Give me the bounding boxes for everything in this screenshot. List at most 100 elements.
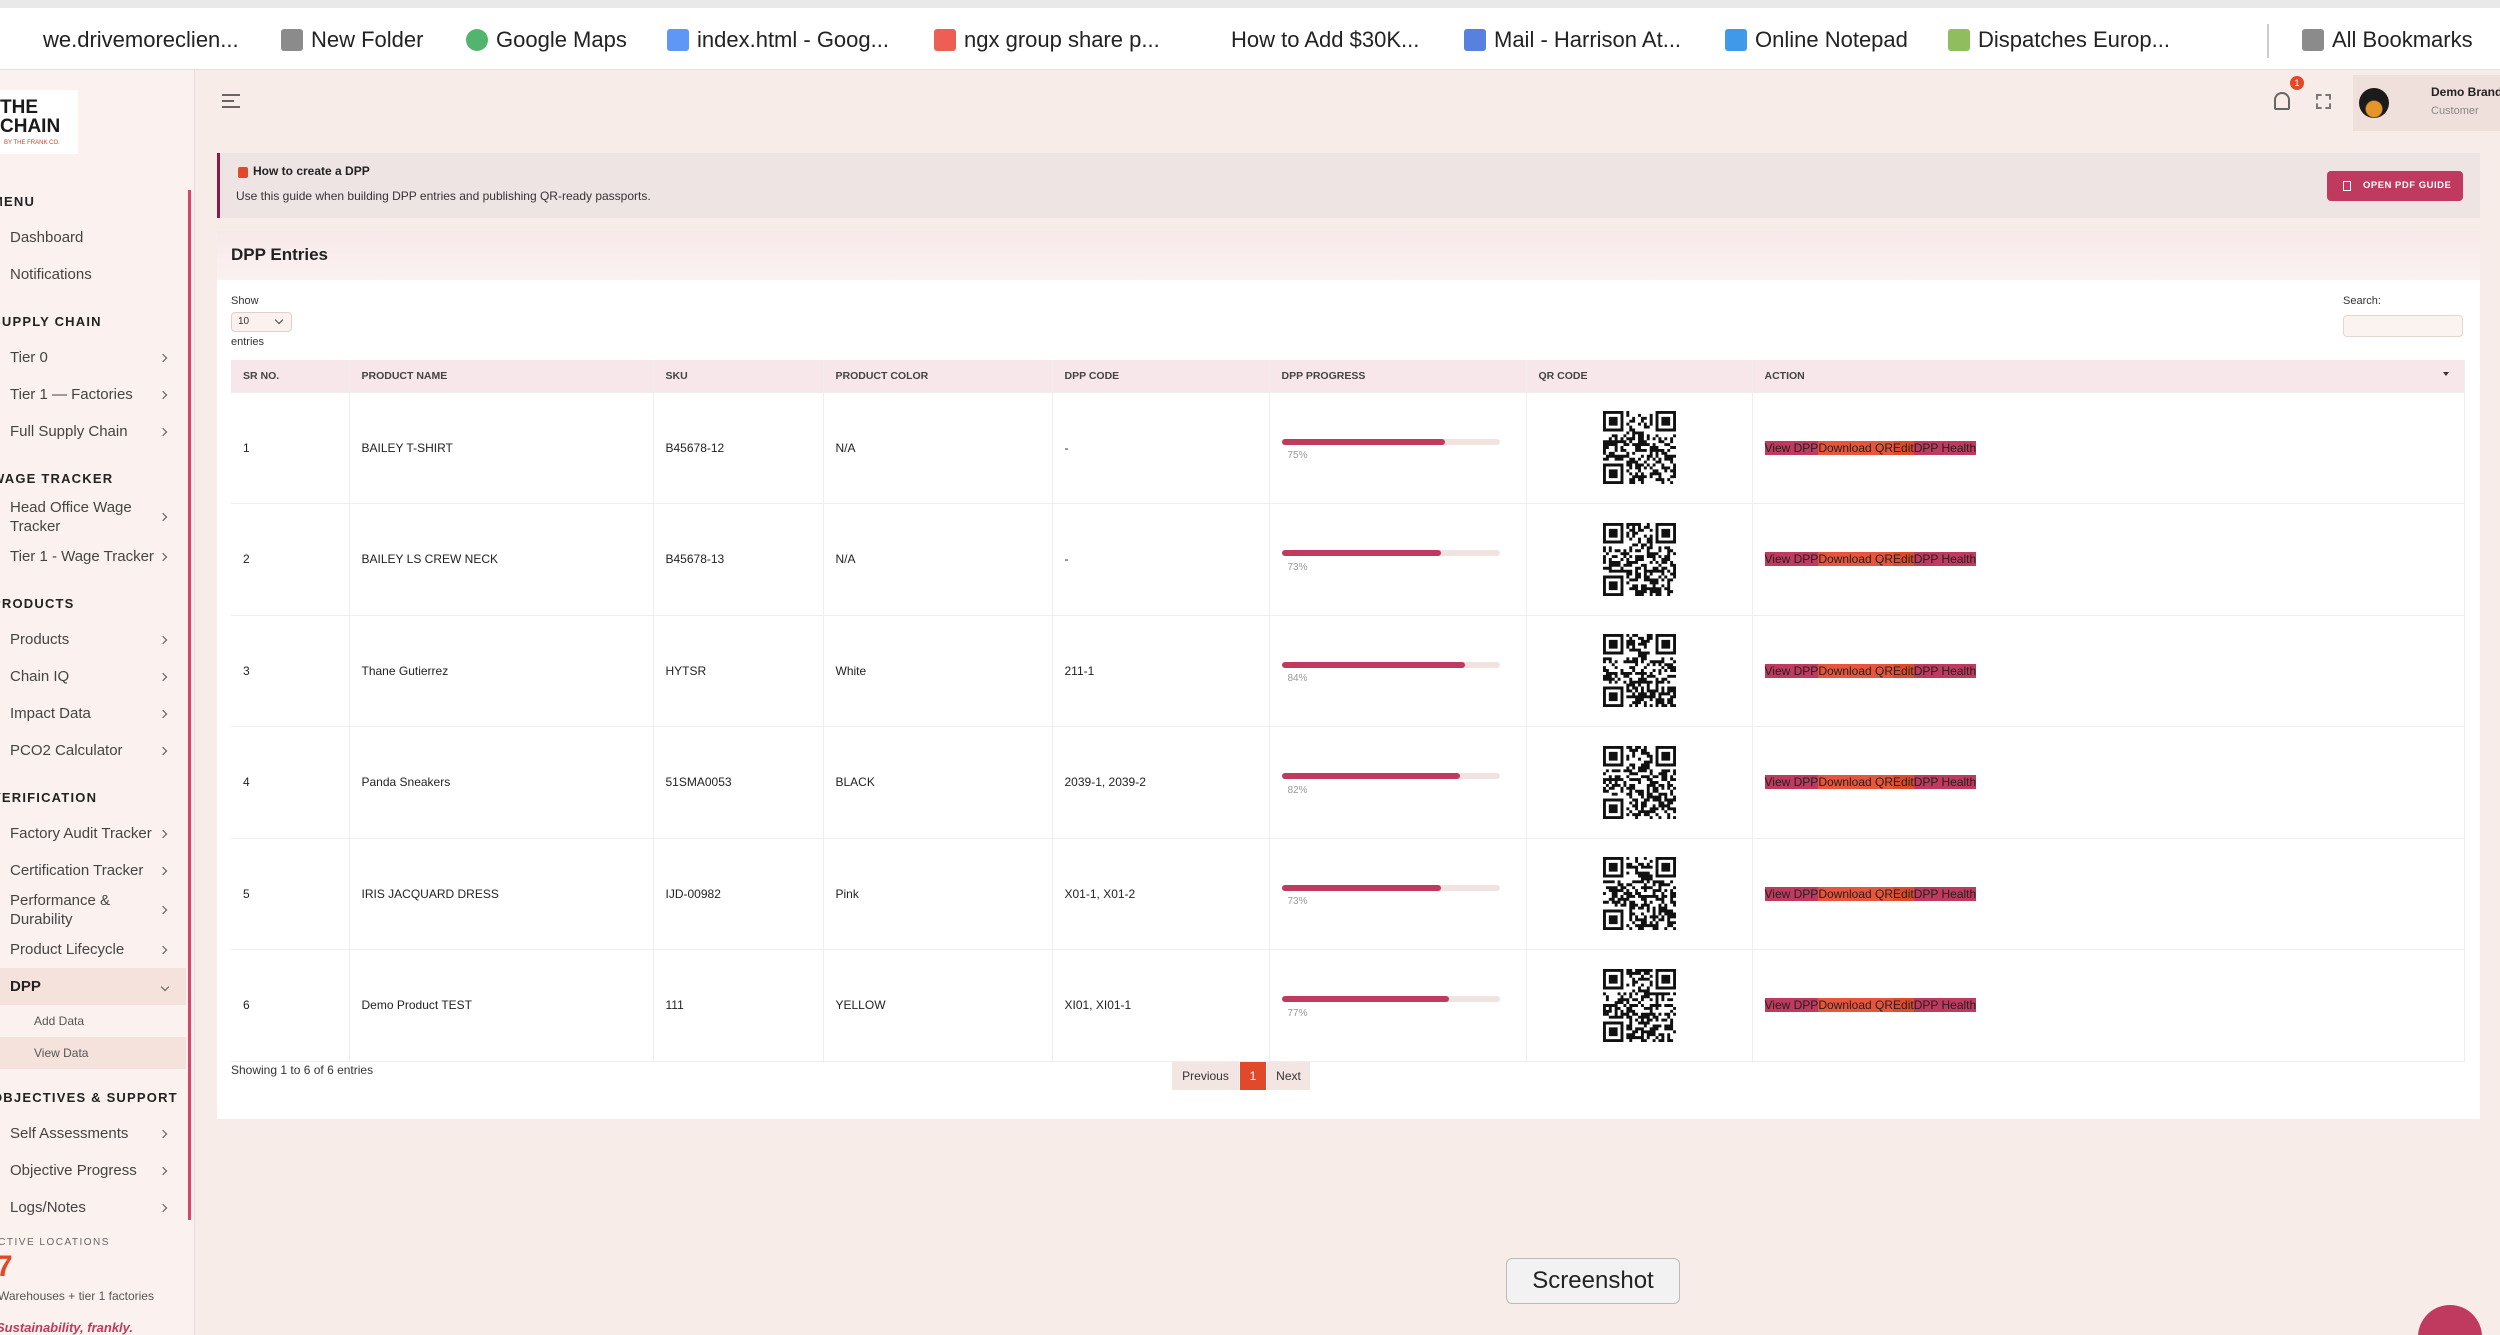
action-button[interactable]: Edit bbox=[1893, 440, 1914, 455]
column-header[interactable]: DPP PROGRESS bbox=[1269, 360, 1527, 393]
bookmark[interactable]: ngx group share p... bbox=[964, 27, 1160, 52]
nav-item[interactable]: Logs/Notes bbox=[0, 1189, 186, 1226]
action-button[interactable]: View DPP bbox=[1764, 886, 1819, 901]
nav-label: Products bbox=[10, 631, 70, 648]
column-header[interactable]: PRODUCT COLOR bbox=[823, 360, 1053, 393]
slogan: Sustainability, frankly. bbox=[0, 1320, 134, 1335]
column-header[interactable]: QR CODE bbox=[1526, 360, 1753, 393]
prev-button[interactable]: Previous bbox=[1172, 1062, 1239, 1090]
bookmark[interactable]: Dispatches Europ... bbox=[1978, 27, 2170, 52]
action-button[interactable]: Download QR bbox=[1818, 886, 1894, 901]
nav-item[interactable]: Chain IQ bbox=[0, 658, 186, 695]
bookmark-icon bbox=[466, 29, 488, 51]
chevron bbox=[158, 1166, 168, 1175]
action-button[interactable]: View DPP bbox=[1764, 552, 1819, 567]
action-button[interactable]: Download QR bbox=[1818, 663, 1894, 678]
section-title: SUPPLY CHAIN bbox=[0, 314, 102, 329]
nav-item[interactable]: Self Assessments bbox=[0, 1115, 186, 1152]
action-button[interactable]: View DPP bbox=[1764, 775, 1819, 790]
action-button[interactable]: Edit bbox=[1893, 775, 1914, 790]
nav-item[interactable]: DPP bbox=[0, 968, 186, 1005]
nav-item[interactable]: Objective Progress bbox=[0, 1152, 186, 1189]
nav-subitem[interactable]: Add Data bbox=[34, 1014, 85, 1028]
action-button[interactable]: Download QR bbox=[1818, 998, 1894, 1013]
nav-item[interactable]: Certification Tracker bbox=[0, 852, 186, 889]
cell-qr bbox=[1526, 726, 1753, 839]
progress-bar bbox=[1281, 996, 1450, 1003]
action-button[interactable]: Edit bbox=[1893, 998, 1914, 1013]
cell-color: White bbox=[823, 615, 1053, 727]
user-box[interactable]: Demo Brand Customer bbox=[2353, 75, 2500, 131]
nav-item[interactable]: Tier 1 - Wage Tracker bbox=[0, 538, 186, 575]
action-button[interactable]: DPP Health bbox=[1913, 552, 1977, 567]
bookmark[interactable]: Mail - Harrison At... bbox=[1494, 27, 1682, 52]
chevron bbox=[158, 829, 168, 838]
cell-sr: 3 bbox=[231, 615, 350, 727]
menu-toggle[interactable] bbox=[222, 94, 240, 108]
action-button[interactable]: Download QR bbox=[1818, 775, 1894, 790]
progress-label: 73% bbox=[1287, 561, 1308, 573]
nav-item[interactable]: Full Supply Chain bbox=[0, 413, 186, 450]
nav-label: Objective Progress bbox=[10, 1162, 137, 1179]
nav-item[interactable]: Tier 0 bbox=[0, 339, 186, 376]
page-length-select[interactable]: 10 bbox=[231, 312, 292, 332]
action-button[interactable]: Download QR bbox=[1818, 552, 1894, 567]
fullscreen-icon[interactable] bbox=[2316, 94, 2331, 109]
nav-item[interactable]: Tier 1 — Factories bbox=[0, 376, 186, 413]
action-button[interactable]: View DPP bbox=[1764, 663, 1819, 678]
nav-label: Factory Audit Tracker bbox=[10, 825, 152, 842]
bookmark[interactable]: we.drivemoreclien... bbox=[43, 27, 239, 52]
logo-title: THE CHAIN bbox=[0, 97, 61, 137]
action-button[interactable]: View DPP bbox=[1764, 998, 1819, 1013]
nav-item[interactable]: Product Lifecycle bbox=[0, 931, 186, 968]
bookmark[interactable]: Google Maps bbox=[496, 27, 627, 52]
nav-item[interactable]: Notifications bbox=[0, 256, 186, 293]
cell-code: X01-1, X01-2 bbox=[1052, 838, 1270, 950]
search-input[interactable] bbox=[2343, 315, 2463, 337]
action-button[interactable]: Edit bbox=[1893, 552, 1914, 567]
column-header[interactable]: PRODUCT NAME bbox=[349, 360, 654, 393]
action-button[interactable]: DPP Health bbox=[1913, 775, 1977, 790]
bookmark[interactable]: Online Notepad bbox=[1755, 27, 1908, 52]
bookmark[interactable]: How to Add $30K... bbox=[1231, 27, 1420, 52]
bell-icon[interactable] bbox=[2274, 92, 2290, 110]
column-header[interactable]: ACTION bbox=[1752, 360, 2465, 393]
nav-label: Dashboard bbox=[10, 229, 84, 246]
nav-item[interactable]: Head Office Wage Tracker bbox=[0, 496, 186, 538]
action-button[interactable]: Edit bbox=[1893, 886, 1914, 901]
page-button[interactable]: 1 bbox=[1240, 1062, 1266, 1090]
column-header[interactable]: SR NO. bbox=[231, 360, 350, 393]
action-button[interactable]: DPP Health bbox=[1913, 663, 1977, 678]
table-row: 2 BAILEY LS CREW NECK B45678-13 N/A - 73% View… bbox=[231, 503, 2465, 616]
column-header[interactable]: DPP CODE bbox=[1052, 360, 1270, 393]
next-button[interactable]: Next bbox=[1267, 1062, 1310, 1090]
action-button[interactable]: DPP Health bbox=[1913, 886, 1977, 901]
qr-pattern bbox=[1602, 522, 1676, 596]
progress-label: 77% bbox=[1287, 1007, 1308, 1019]
nav-label: DPP bbox=[10, 978, 41, 995]
action-button[interactable]: Download QR bbox=[1818, 440, 1894, 455]
card-title: DPP Entries bbox=[231, 245, 329, 264]
chat-button[interactable] bbox=[2418, 1305, 2482, 1335]
nav-subitem[interactable]: View Data bbox=[0, 1037, 186, 1069]
action-button[interactable]: DPP Health bbox=[1913, 998, 1977, 1013]
logo-tagline: BY THE FRANK CO. bbox=[4, 140, 60, 146]
nav-item[interactable]: Products bbox=[0, 621, 186, 658]
chevron bbox=[158, 635, 168, 644]
nav-label: Impact Data bbox=[10, 705, 91, 722]
nav-item[interactable]: PCO2 Calculator bbox=[0, 732, 186, 769]
bookmark[interactable]: New Folder bbox=[311, 27, 424, 52]
action-button[interactable]: View DPP bbox=[1764, 440, 1819, 455]
action-button[interactable]: Edit bbox=[1893, 663, 1914, 678]
bookmark[interactable]: All Bookmarks bbox=[2332, 27, 2473, 52]
bookmark[interactable]: index.html - Goog... bbox=[697, 27, 889, 52]
open-guide-button[interactable]: OPEN PDF GUIDE bbox=[2327, 171, 2463, 201]
nav-item[interactable]: Performance & Durability bbox=[0, 889, 186, 931]
nav-item[interactable]: Dashboard bbox=[0, 219, 186, 256]
cell-code: 2039-1, 2039-2 bbox=[1052, 726, 1270, 839]
cell-progress: 82% bbox=[1269, 726, 1527, 839]
action-button[interactable]: DPP Health bbox=[1913, 440, 1977, 455]
nav-item[interactable]: Factory Audit Tracker bbox=[0, 815, 186, 852]
column-header[interactable]: SKU bbox=[653, 360, 824, 393]
nav-item[interactable]: Impact Data bbox=[0, 695, 186, 732]
